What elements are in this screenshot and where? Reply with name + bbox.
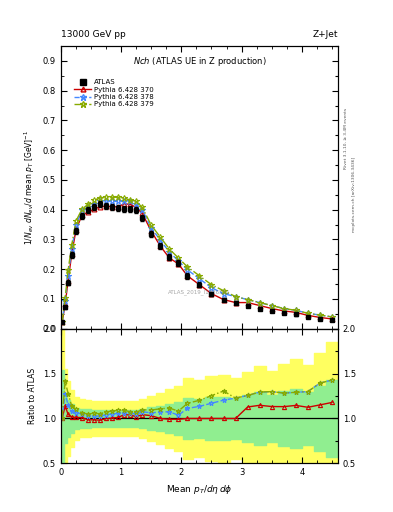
Text: mcplots.cern.ch [arXiv:1306.3436]: mcplots.cern.ch [arXiv:1306.3436] bbox=[352, 157, 356, 232]
Text: Rivet 3.1.10, ≥ 3.4M events: Rivet 3.1.10, ≥ 3.4M events bbox=[344, 108, 348, 169]
Legend: ATLAS, Pythia 6.428 370, Pythia 6.428 378, Pythia 6.428 379: ATLAS, Pythia 6.428 370, Pythia 6.428 37… bbox=[73, 78, 155, 109]
Text: ATLAS_2019_I1736531: ATLAS_2019_I1736531 bbox=[168, 289, 231, 295]
Text: $Nch$ (ATLAS UE in Z production): $Nch$ (ATLAS UE in Z production) bbox=[132, 55, 266, 68]
Y-axis label: $1/N_{ev}$ $dN_{ev}/d$ mean $p_T$ [GeV]$^{-1}$: $1/N_{ev}$ $dN_{ev}/d$ mean $p_T$ [GeV]$… bbox=[23, 130, 37, 245]
Text: 13000 GeV pp: 13000 GeV pp bbox=[61, 30, 126, 39]
Text: Z+Jet: Z+Jet bbox=[312, 30, 338, 39]
Y-axis label: Ratio to ATLAS: Ratio to ATLAS bbox=[28, 368, 37, 424]
X-axis label: Mean $p_T/d\eta\,d\phi$: Mean $p_T/d\eta\,d\phi$ bbox=[166, 483, 233, 496]
